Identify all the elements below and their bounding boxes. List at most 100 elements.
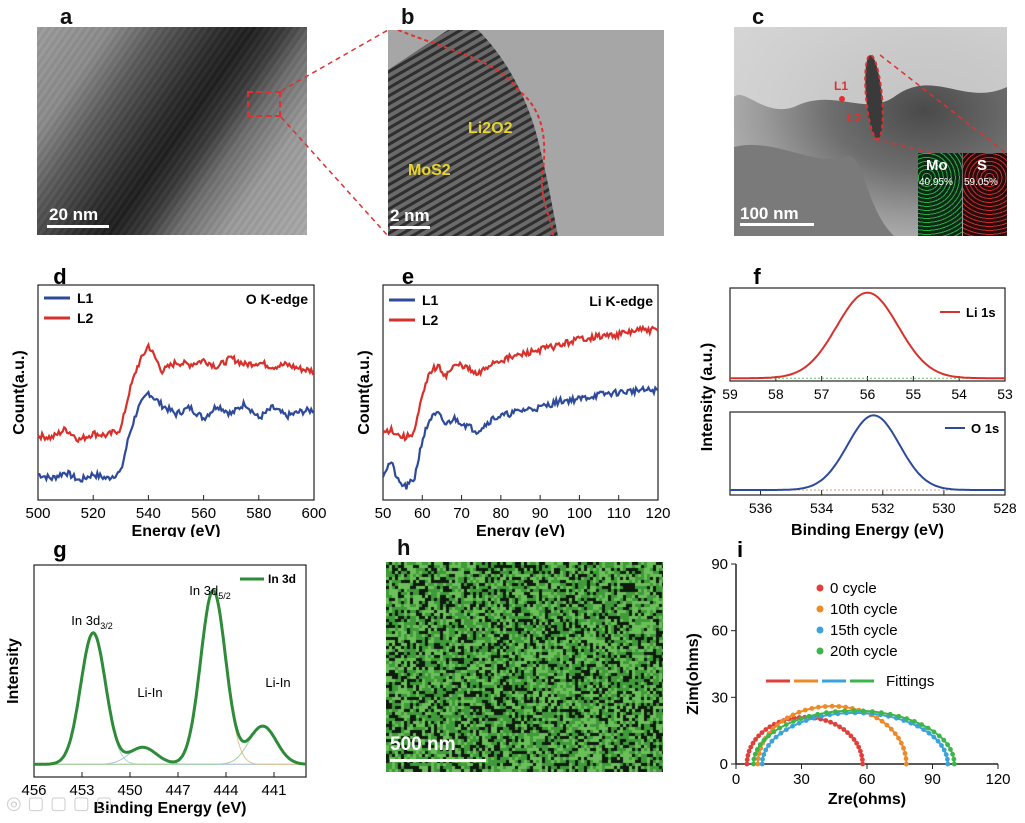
- eds-s-map: S 59.05%: [963, 153, 1007, 236]
- e-xlabel: Energy (eV): [476, 523, 565, 537]
- i-point-20th cycle: [945, 742, 950, 748]
- i-point-15th cycle: [778, 730, 784, 736]
- i-point-10th cycle: [790, 712, 796, 718]
- panel-letter-b: b: [401, 4, 415, 29]
- i-point-20th cycle: [791, 719, 796, 724]
- i-legend-marker-10th cycle: [816, 605, 824, 613]
- marker-l2: L2: [847, 111, 862, 125]
- i-point-20th cycle: [870, 709, 875, 714]
- d-xlabel: Energy (eV): [132, 523, 221, 537]
- chart-title-f-top: Li 1s: [966, 305, 996, 320]
- g-xtick-label: 447: [165, 782, 190, 799]
- i-legend-label-10th cycle: 10th cycle: [830, 601, 898, 618]
- i-legend-fittings: Fittings: [886, 673, 934, 690]
- i-point-20th cycle: [777, 725, 783, 731]
- i-point-15th cycle: [763, 747, 769, 753]
- i-point-10th cycle: [816, 704, 821, 710]
- i-point-20th cycle: [842, 708, 847, 714]
- i-point-0 cycle: [750, 740, 756, 746]
- g-peak-label: In 3d3/2: [71, 613, 112, 631]
- i-point-20th cycle: [824, 710, 829, 716]
- e-xtick-label: 110: [607, 505, 631, 522]
- selected-sheet: [864, 54, 884, 140]
- i-point-10th cycle: [888, 726, 894, 732]
- i-point-0 cycle: [858, 748, 863, 754]
- i-point-10th cycle: [898, 740, 904, 746]
- i-ytick-label: 30: [711, 689, 728, 706]
- chart-f: f 59 58 57 56 55 54 53 536 534 532 530 528 Binding En…: [699, 264, 1017, 539]
- i-point-20th cycle: [951, 756, 957, 762]
- i-point-20th cycle: [887, 711, 893, 717]
- i-point-15th cycle: [941, 747, 947, 753]
- i-legend-label-15th cycle: 15th cycle: [830, 622, 898, 639]
- i-point-0 cycle: [860, 761, 865, 767]
- e-ylabel: Count(a.u.): [356, 350, 373, 434]
- i-point-0 cycle: [841, 727, 847, 732]
- panel-letter-i: i: [737, 537, 743, 562]
- i-point-10th cycle: [843, 704, 849, 710]
- legend-label-L2: L2: [77, 310, 94, 326]
- e-xtick-label: 80: [493, 505, 510, 522]
- g-xtick-label: 450: [117, 782, 142, 799]
- i-xtick-label: 60: [859, 771, 876, 788]
- i-point-20th cycle: [941, 737, 947, 743]
- f_bottom-series-O 1s: [730, 414, 1005, 491]
- g-component-peak: [34, 725, 307, 765]
- i-point-20th cycle: [833, 709, 838, 714]
- d-axes-frame: [37, 284, 315, 501]
- g-peak-label: Li-In: [137, 685, 162, 700]
- scale-label-b: 2 nm: [390, 206, 430, 225]
- i-point-20th cycle: [761, 737, 767, 743]
- f_top-xtick-label: 56: [860, 386, 876, 402]
- tem-image-b: Li2O2 MoS2 2 nm: [388, 30, 664, 236]
- g-xtick-label: 444: [213, 782, 238, 799]
- mo-percent: 40.95%: [919, 177, 953, 188]
- g-component-peak: [34, 632, 306, 765]
- i-point-15th cycle: [931, 734, 937, 740]
- i-point-20th cycle: [751, 756, 757, 762]
- e-series-L2: [382, 324, 659, 442]
- i-point-20th cycle: [752, 751, 758, 757]
- label-mos2-text: MoS2: [408, 162, 451, 179]
- g-xlabel: Binding Energy (eV): [94, 800, 247, 817]
- i-point-0 cycle: [848, 733, 854, 739]
- panel-letter-g: g: [53, 537, 66, 562]
- marker-l1: L1: [834, 79, 849, 93]
- legend-label-in3d: In 3d: [268, 572, 296, 586]
- i-point-10th cycle: [822, 704, 828, 709]
- i-point-15th cycle: [803, 718, 809, 723]
- i-ytick-label: 90: [711, 556, 728, 573]
- g-ylabel: Intensity: [5, 638, 22, 704]
- e-xtick-label: 50: [375, 505, 392, 522]
- i-point-10th cycle: [896, 735, 901, 741]
- f_top-series-Li 1s: [730, 291, 1005, 380]
- i-point-10th cycle: [892, 731, 898, 736]
- g-axes-frame: [33, 564, 307, 778]
- i-point-20th cycle: [766, 733, 771, 739]
- i-point-10th cycle: [784, 715, 790, 721]
- i-point-0 cycle: [860, 757, 865, 763]
- tem-image-c: L1 L2 Mo 40.95% S 59.05% 100 nm: [734, 27, 1007, 236]
- d-xtick-label: 540: [136, 505, 161, 522]
- i-point-15th cycle: [945, 761, 951, 767]
- i-point-20th cycle: [896, 713, 902, 719]
- chart-i: i 0 30 60 90 120 0 30 60 90 Zre(ohms) Zim(ohms) 0 cy…: [685, 537, 1011, 808]
- f_top-xtick-label: 59: [722, 386, 738, 402]
- chart-g: g 456 453 450 447 444 441 Binding Energy (eV) In…: [5, 537, 307, 817]
- chart-d: d 500 520 540 560 580 600 Energy (eV) Count(a.u.…: [11, 264, 327, 537]
- i-point-0 cycle: [744, 757, 750, 763]
- i-point-10th cycle: [802, 707, 808, 713]
- zoom-box: [247, 91, 281, 117]
- i-xtick-label: 30: [793, 771, 810, 788]
- i-point-0 cycle: [854, 740, 859, 746]
- f_bottom-xtick-label: 530: [932, 500, 956, 516]
- i-point-20th cycle: [879, 710, 884, 716]
- f_top-xtick-label: 53: [997, 386, 1013, 402]
- i-point-0 cycle: [759, 730, 765, 735]
- i-point-20th cycle: [950, 751, 955, 757]
- e-xtick-label: 60: [414, 505, 431, 522]
- panel-letter-d: d: [53, 264, 66, 289]
- i-xtick-label: 120: [985, 771, 1010, 788]
- f_bottom-xtick-label: 532: [871, 500, 895, 516]
